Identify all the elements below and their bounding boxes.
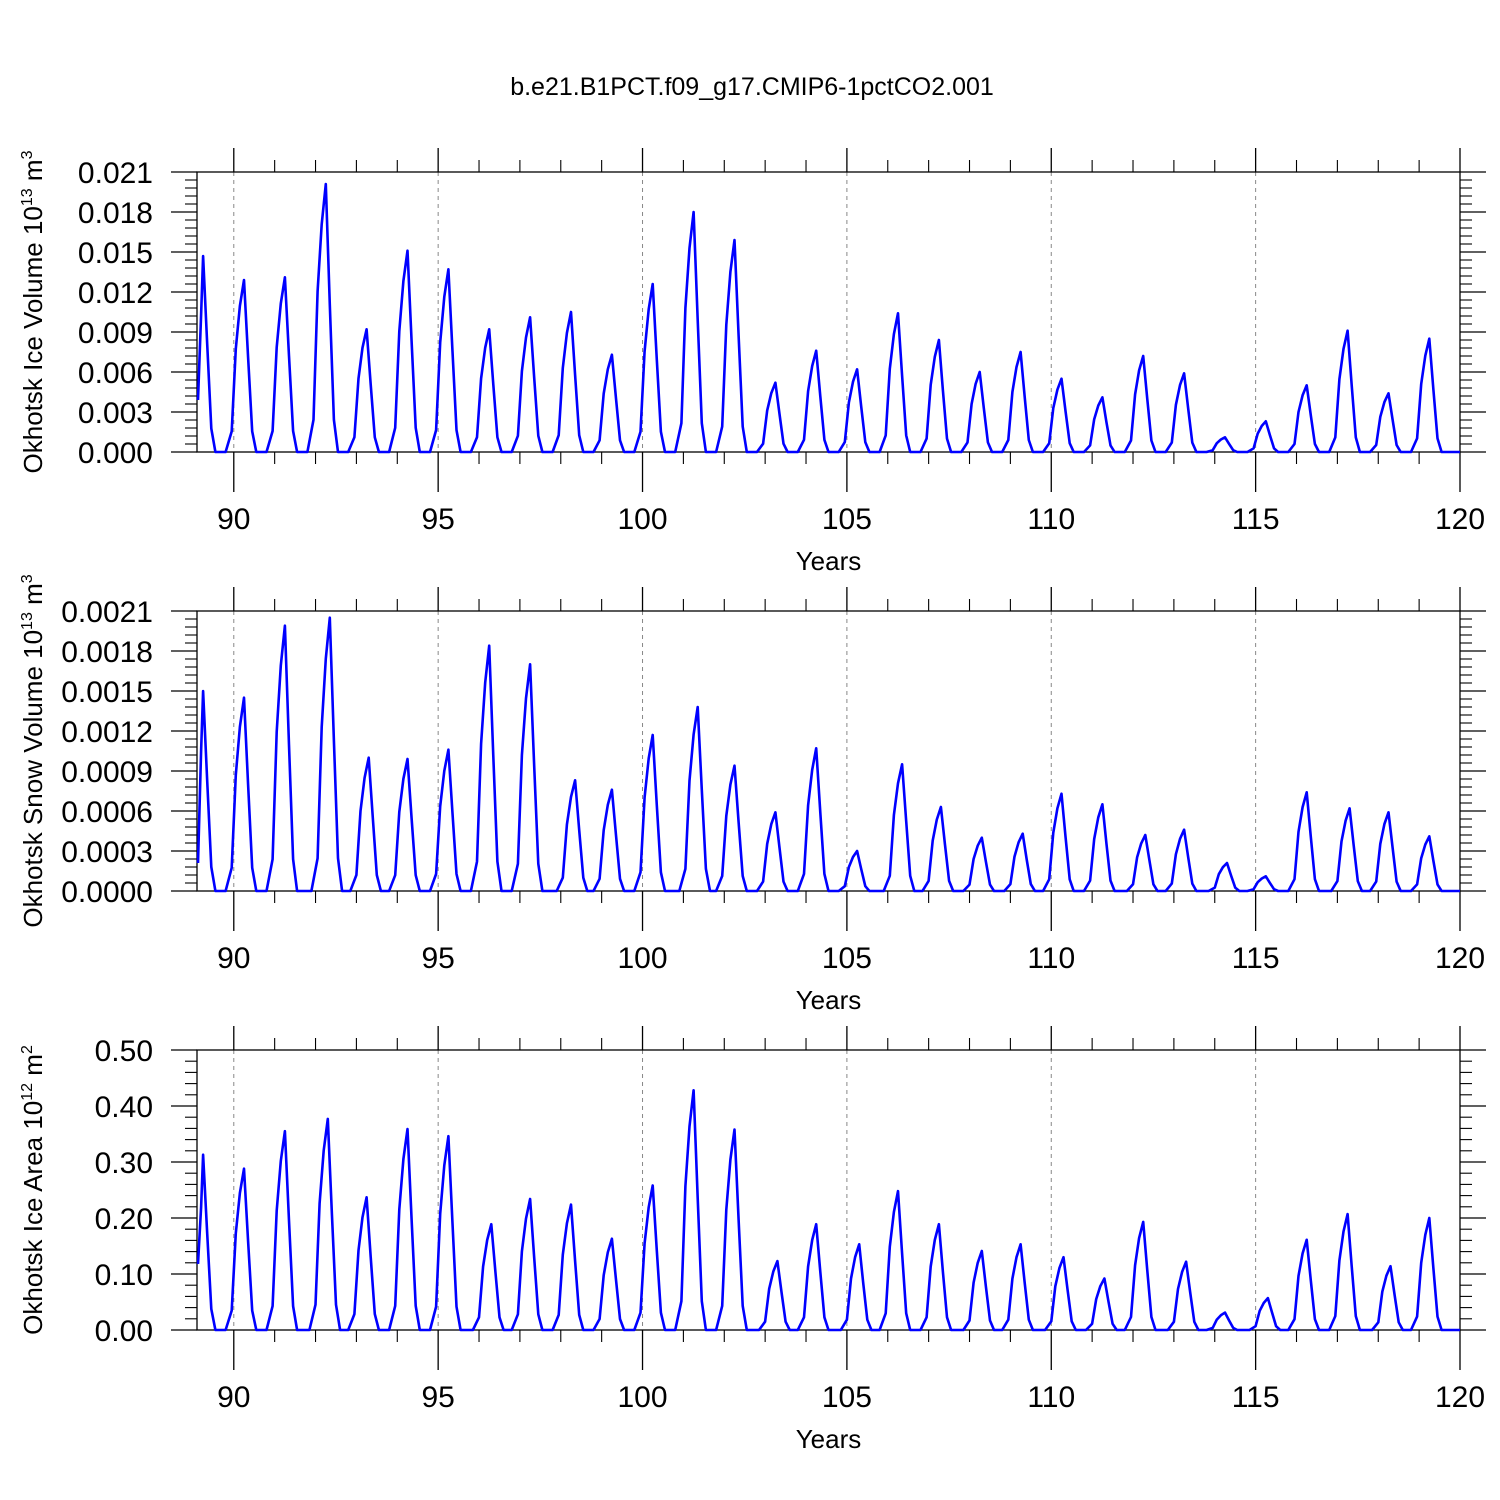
ice-area-y-tick-label: 0.40: [95, 1091, 153, 1124]
ice-volume-y-tick-label: 0.012: [78, 277, 153, 310]
ice-area-y-tick-label: 0.30: [95, 1147, 153, 1180]
ice-area-x-tick-label: 100: [617, 1381, 667, 1414]
snow-volume-x-tick-label: 90: [217, 942, 250, 975]
snow-volume-series-line: [196, 616, 1460, 893]
y-label-unit-exponent: 3: [19, 574, 36, 583]
y-label-exponent: 13: [19, 188, 36, 206]
snow-volume-x-tick-label: 100: [617, 942, 667, 975]
y-label-main: Okhotsk Ice Area 10: [18, 1101, 48, 1335]
ice-area-x-tick-label: 90: [217, 1381, 250, 1414]
ice-volume-x-tick-label: 105: [822, 503, 872, 536]
ice-volume-y-axis-label: Okhotsk Ice Volume 1013 m3: [18, 150, 48, 473]
ice-area-x-tick-label: 95: [421, 1381, 454, 1414]
snow-volume-y-tick-label: 0.0012: [61, 716, 153, 749]
ice-area-y-tick-label: 0.50: [95, 1035, 153, 1068]
ice-volume-x-tick-label: 90: [217, 503, 250, 536]
y-label-unit-exponent: 2: [19, 1045, 36, 1054]
ice-volume-panel: 90 95 100 105 110 115 120 0.000 0.003 0.006 0.009 0…: [18, 148, 1486, 576]
y-label-exponent: 13: [19, 612, 36, 630]
ice-volume-series-line: [196, 182, 1460, 454]
ice-volume-y-tick-label: 0.018: [78, 197, 153, 230]
y-label-unit: m: [18, 159, 48, 181]
ice-volume-y-tick-label: 0.015: [78, 237, 153, 270]
ice-area-series-line: [196, 1089, 1460, 1332]
ice-area-y-tick-label: 0.20: [95, 1203, 153, 1236]
snow-volume-plot-frame: [196, 610, 1461, 892]
y-label-main: Okhotsk Ice Volume 10: [18, 206, 48, 473]
ice-volume-y-tick-label: 0.003: [78, 397, 153, 430]
ice-area-plot-frame: [196, 1049, 1461, 1331]
ice-area-x-axis-label: Years: [796, 1424, 862, 1454]
ice-area-x-tick-label: 115: [1232, 1381, 1280, 1414]
ice-volume-y-tick-label: 0.000: [78, 437, 153, 470]
snow-volume-y-tick-label: 0.0018: [61, 636, 153, 669]
ice-area-y-tick-label: 0.10: [95, 1259, 153, 1292]
ice-area-y-tick-label: 0.00: [95, 1315, 153, 1348]
y-label-exponent: 12: [19, 1083, 36, 1101]
snow-volume-y-axis-label: Okhotsk Snow Volume 1013 m3: [18, 574, 48, 927]
snow-volume-y-tick-label: 0.0009: [61, 756, 153, 789]
chart-title: b.e21.B1PCT.f09_g17.CMIP6-1pctCO2.001: [510, 73, 994, 101]
ice-area-panel: 90 95 100 105 110 115 120 0.00 0.10 0.20 0.30 0.40 0…: [18, 1026, 1486, 1454]
snow-volume-y-tick-label: 0.0006: [61, 796, 153, 829]
ice-area-x-tick-label: 120: [1435, 1381, 1485, 1414]
y-label-unit-exponent: 3: [19, 150, 36, 159]
ice-volume-x-tick-label: 115: [1232, 503, 1280, 536]
snow-volume-panel: 90 95 100 105 110 115 120 0.0000 0.0003 0.0006 0.0…: [18, 574, 1486, 1015]
y-label-unit-spacer: [18, 605, 48, 612]
snow-volume-y-tick-label: 0.0003: [61, 836, 153, 869]
snow-volume-x-tick-label: 105: [822, 942, 872, 975]
y-label-unit-spacer: [18, 181, 48, 188]
snow-volume-x-tick-label: 115: [1232, 942, 1280, 975]
ice-volume-y-tick-label: 0.006: [78, 357, 153, 390]
y-label-unit-spacer: [18, 1076, 48, 1083]
ice-area-x-tick-label: 110: [1027, 1381, 1075, 1414]
snow-volume-x-tick-label: 120: [1435, 942, 1485, 975]
ice-volume-plot-frame: [196, 171, 1461, 453]
ice-volume-x-tick-label: 110: [1027, 503, 1075, 536]
snow-volume-y-tick-label: 0.0000: [61, 876, 153, 909]
snow-volume-x-axis-label: Years: [796, 985, 862, 1015]
ice-volume-x-tick-label: 120: [1435, 503, 1485, 536]
ice-volume-y-tick-label: 0.009: [78, 317, 153, 350]
ice-volume-x-tick-label: 95: [421, 503, 454, 536]
snow-volume-x-tick-label: 95: [421, 942, 454, 975]
ice-volume-x-axis-label: Years: [796, 546, 862, 576]
ice-volume-y-tick-label: 0.021: [78, 157, 153, 190]
snow-volume-y-tick-label: 0.0015: [61, 676, 153, 709]
y-label-unit: m: [18, 583, 48, 605]
y-label-unit: m: [18, 1054, 48, 1076]
snow-volume-x-tick-label: 110: [1027, 942, 1075, 975]
ice-area-x-tick-label: 105: [822, 1381, 872, 1414]
snow-volume-y-tick-label: 0.0021: [61, 596, 153, 629]
ice-volume-x-tick-label: 100: [617, 503, 667, 536]
y-label-main: Okhotsk Snow Volume 10: [18, 630, 48, 928]
ice-area-y-axis-label: Okhotsk Ice Area 1012 m2: [18, 1045, 48, 1335]
